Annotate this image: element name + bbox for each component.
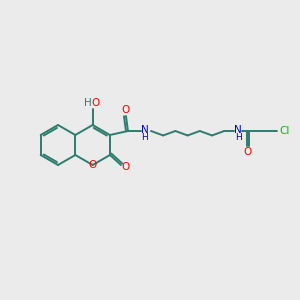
Text: Cl: Cl bbox=[279, 126, 290, 136]
Text: H: H bbox=[142, 133, 148, 142]
Text: O: O bbox=[243, 147, 251, 157]
Text: O: O bbox=[122, 105, 130, 115]
Text: H: H bbox=[84, 98, 92, 108]
Text: N: N bbox=[234, 125, 242, 135]
Text: H: H bbox=[235, 133, 242, 142]
Text: O: O bbox=[122, 162, 130, 172]
Text: O: O bbox=[88, 160, 97, 170]
Text: N: N bbox=[141, 125, 149, 135]
Text: O: O bbox=[92, 98, 100, 108]
